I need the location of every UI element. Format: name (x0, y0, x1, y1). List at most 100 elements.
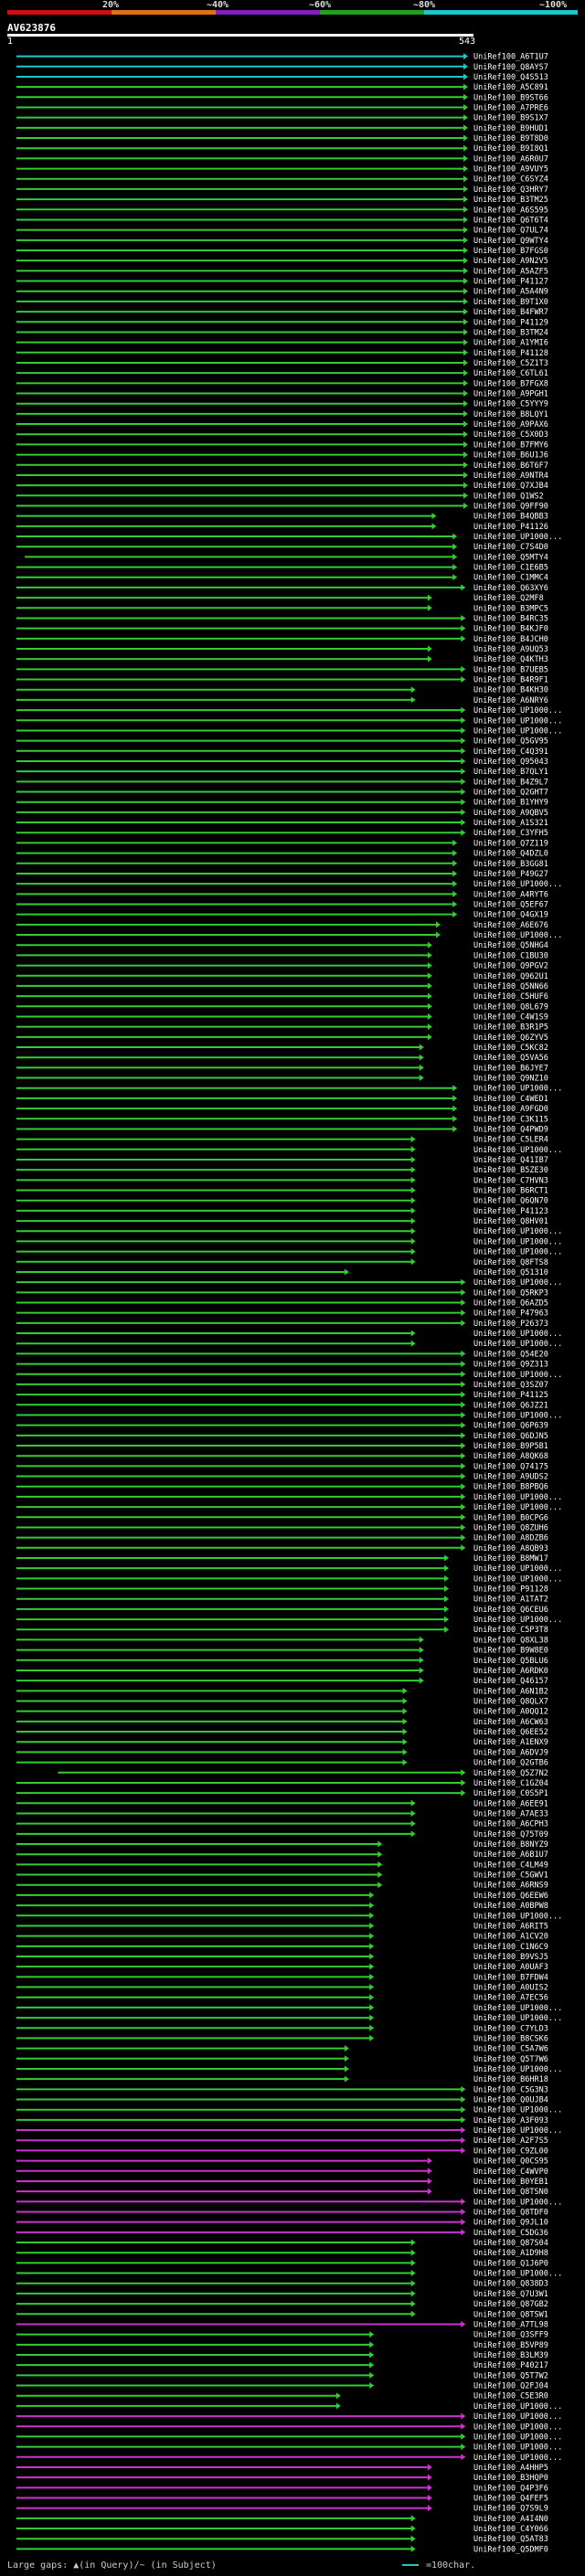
hit-row[interactable]: UniRef100_C1E6B5 (16, 564, 548, 573)
hit-label[interactable]: UniRef100_Q4KTH3 (473, 655, 548, 664)
hit-label[interactable]: UniRef100_C5G3N3 (473, 2085, 548, 2094)
hit-row[interactable]: UniRef100_B4QBB3 (16, 513, 548, 522)
hit-label[interactable]: UniRef100_Q75T09 (473, 1830, 548, 1839)
hit-row[interactable]: UniRef100_Q6CEU6 (16, 1606, 548, 1615)
hit-row[interactable]: UniRef100_C4WVP0 (16, 2168, 548, 2177)
hit-label[interactable]: UniRef100_Q4PWD9 (473, 1125, 548, 1134)
hit-label[interactable]: UniRef100_P41126 (473, 523, 548, 532)
hit-label[interactable]: UniRef100_Q5NN66 (473, 982, 548, 991)
hit-label[interactable]: UniRef100_Q1J6P0 (473, 2259, 548, 2268)
hit-label[interactable]: UniRef100_C7HVN3 (473, 1176, 548, 1185)
hit-label[interactable]: UniRef100_C5A7W6 (473, 2045, 548, 2054)
hit-row[interactable]: UniRef100_P41125 (16, 1391, 548, 1400)
hit-row[interactable]: UniRef100_UP1000... (16, 2433, 562, 2442)
hit-row[interactable]: UniRef100_B7QLY1 (16, 768, 548, 777)
hit-label[interactable]: UniRef100_Q9Z313 (473, 1361, 548, 1370)
hit-row[interactable]: UniRef100_Q5EF67 (16, 900, 548, 909)
hit-label[interactable]: UniRef100_A1S321 (473, 819, 548, 828)
hit-row[interactable]: UniRef100_Q3SFF9 (16, 2331, 548, 2340)
hit-label[interactable]: UniRef100_C3K115 (473, 1115, 548, 1124)
hit-label[interactable]: UniRef100_UP1000... (473, 1146, 562, 1155)
hit-row[interactable]: UniRef100_Q8L679 (16, 1002, 548, 1012)
hit-row[interactable]: UniRef100_A6S595 (16, 206, 548, 215)
hit-row[interactable]: UniRef100_C5E3R0 (16, 2392, 548, 2401)
hit-label[interactable]: UniRef100_A4I4N0 (473, 2515, 548, 2524)
hit-row[interactable]: UniRef100_UP1000... (16, 1340, 562, 1349)
hit-row[interactable]: UniRef100_A6CPH3 (16, 1820, 548, 1829)
hit-row[interactable]: UniRef100_UP1000... (16, 1411, 562, 1420)
hit-row[interactable]: UniRef100_Q6P639 (16, 1422, 548, 1431)
hit-label[interactable]: UniRef100_Q5AT83 (473, 2535, 548, 2544)
hit-label[interactable]: UniRef100_B9I8Q1 (473, 144, 548, 154)
hit-row[interactable]: UniRef100_A9QBV5 (16, 809, 548, 818)
hit-label[interactable]: UniRef100_Q5NHG4 (473, 941, 548, 950)
hit-row[interactable]: UniRef100_B8PBQ6 (16, 1483, 548, 1492)
hit-row[interactable]: UniRef100_B9P5B1 (16, 1442, 548, 1451)
hit-label[interactable]: UniRef100_C4LM49 (473, 1860, 548, 1870)
hit-row[interactable]: UniRef100_Q7XJB4 (16, 482, 548, 491)
hit-row[interactable]: UniRef100_A9PGH1 (16, 390, 548, 399)
hit-label[interactable]: UniRef100_A1TAT2 (473, 1595, 548, 1605)
hit-label[interactable]: UniRef100_B3MPC5 (473, 604, 548, 613)
hit-row[interactable]: UniRef100_P40217 (16, 2361, 548, 2370)
hit-label[interactable]: UniRef100_B7FGS0 (473, 247, 548, 256)
hit-label[interactable]: UniRef100_B0YEB1 (473, 2178, 548, 2187)
hit-label[interactable]: UniRef100_Q5MTY4 (473, 553, 548, 562)
hit-label[interactable]: UniRef100_A9VUY5 (473, 165, 548, 175)
hit-row[interactable]: UniRef100_Q87GB2 (16, 2300, 548, 2309)
hit-label[interactable]: UniRef100_Q6ZYV5 (473, 1034, 548, 1043)
hit-row[interactable]: UniRef100_B6JYE7 (16, 1064, 548, 1073)
hit-label[interactable]: UniRef100_C1GZ04 (473, 1779, 548, 1788)
hit-label[interactable]: UniRef100_UP1000... (473, 2198, 562, 2207)
hit-label[interactable]: UniRef100_A9PGH1 (473, 390, 548, 399)
hit-label[interactable]: UniRef100_C6TL61 (473, 369, 548, 378)
hit-label[interactable]: UniRef100_Q7Z119 (473, 839, 548, 848)
hit-label[interactable]: UniRef100_UP1000... (473, 2443, 562, 2453)
hit-row[interactable]: UniRef100_A0UAF3 (16, 1963, 548, 1972)
hit-label[interactable]: UniRef100_Q4FEF5 (473, 2495, 548, 2504)
hit-row[interactable]: UniRef100_B4Z9L7 (16, 778, 548, 787)
hit-label[interactable]: UniRef100_Q95043 (473, 758, 548, 767)
hit-row[interactable]: UniRef100_UP1000... (16, 1574, 562, 1584)
hit-row[interactable]: UniRef100_Q2FJ04 (16, 2382, 548, 2391)
hit-label[interactable]: UniRef100_A7TL98 (473, 2320, 548, 2329)
hit-label[interactable]: UniRef100_B9W8E0 (473, 1647, 548, 1656)
hit-row[interactable]: UniRef100_Q4GX19 (16, 911, 548, 920)
hit-label[interactable]: UniRef100_B7UEB5 (473, 665, 548, 674)
hit-label[interactable]: UniRef100_Q9JL10 (473, 2219, 548, 2228)
hit-row[interactable]: UniRef100_A6CW63 (16, 1718, 548, 1727)
hit-row[interactable]: UniRef100_Q2GHT7 (16, 789, 548, 798)
hit-row[interactable]: UniRef100_A6T1U7 (16, 53, 548, 62)
hit-label[interactable]: UniRef100_A6CPH3 (473, 1820, 548, 1829)
hit-row[interactable]: UniRef100_UP1000... (16, 1227, 562, 1236)
hit-label[interactable]: UniRef100_A7PRE6 (473, 103, 548, 112)
hit-label[interactable]: UniRef100_Q9WTY4 (473, 237, 548, 246)
hit-label[interactable]: UniRef100_A6NRY6 (473, 696, 548, 705)
hit-label[interactable]: UniRef100_B4Z9L7 (473, 778, 548, 787)
hit-row[interactable]: UniRef100_UP1000... (16, 1085, 562, 1094)
hit-row[interactable]: UniRef100_UP1000... (16, 2126, 562, 2136)
hit-row[interactable]: UniRef100_C4W1S9 (16, 1012, 548, 1022)
hit-label[interactable]: UniRef100_UP1000... (473, 1371, 562, 1380)
hit-row[interactable]: UniRef100_UP1000... (16, 2402, 562, 2412)
hit-row[interactable]: UniRef100_A6RNS9 (16, 1882, 548, 1891)
hit-row[interactable]: UniRef100_Q74175 (16, 1462, 548, 1471)
hit-row[interactable]: UniRef100_Q8HV01 (16, 1217, 548, 1226)
hit-label[interactable]: UniRef100_B0CPG6 (473, 1513, 548, 1522)
hit-label[interactable]: UniRef100_C9ZL00 (473, 2147, 548, 2156)
hit-label[interactable]: UniRef100_C1E6B5 (473, 564, 548, 573)
hit-row[interactable]: UniRef100_Q3SZ07 (16, 1381, 548, 1390)
hit-label[interactable]: UniRef100_A9N2V5 (473, 257, 548, 266)
hit-row[interactable]: UniRef100_UP1000... (16, 1616, 562, 1625)
hit-label[interactable]: UniRef100_A7AE33 (473, 1809, 548, 1818)
hit-label[interactable]: UniRef100_C5KC82 (473, 1044, 548, 1053)
hit-row[interactable]: UniRef100_B7FGX8 (16, 379, 548, 388)
hit-row[interactable]: UniRef100_P49G27 (16, 870, 548, 879)
hit-row[interactable]: UniRef100_C7HVN3 (16, 1176, 548, 1185)
hit-label[interactable]: UniRef100_Q8TSW1 (473, 2310, 548, 2319)
hit-row[interactable]: UniRef100_Q87S04 (16, 2239, 548, 2248)
hit-label[interactable]: UniRef100_A9NTR4 (473, 472, 548, 481)
hit-label[interactable]: UniRef100_A1ENX9 (473, 1738, 548, 1747)
hit-label[interactable]: UniRef100_A0UIS2 (473, 1984, 548, 1993)
hit-row[interactable]: UniRef100_A6DVJ9 (16, 1748, 548, 1757)
